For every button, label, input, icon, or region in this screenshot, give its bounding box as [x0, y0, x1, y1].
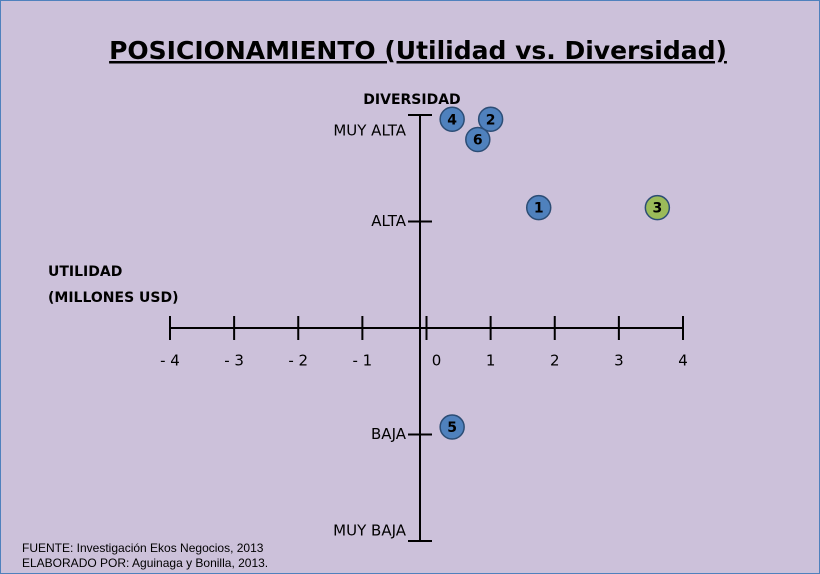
- x-tick-label: 0: [432, 352, 442, 370]
- y-tick-label: MUY ALTA: [333, 122, 406, 140]
- x-tick-label: - 1: [353, 352, 373, 370]
- x-tick-label: - 3: [224, 352, 244, 370]
- footnote: ELABORADO POR: Aguinaga y Bonilla, 2013.: [22, 556, 268, 570]
- x-tick-label: - 2: [288, 352, 308, 370]
- x-tick-label: 3: [614, 352, 624, 370]
- point: [439, 106, 465, 133]
- x-tick-label: 1: [486, 352, 496, 370]
- point-label: 2: [486, 112, 496, 128]
- point-label: 6: [473, 132, 483, 148]
- chart-title: POSICIONAMIENTO (Utilidad vs. Diversidad…: [109, 36, 727, 65]
- y-tick-label: BAJA: [371, 425, 407, 443]
- x-tick-label: - 4: [160, 352, 180, 370]
- point-label: 4: [447, 112, 457, 128]
- x-tick-label: 2: [550, 352, 560, 370]
- x-axis-title: (MILLONES USD): [48, 290, 179, 306]
- point: [644, 194, 671, 221]
- point-label: 5: [447, 420, 457, 436]
- point: [477, 106, 504, 133]
- y-axis-title: DIVERSIDAD: [363, 92, 460, 108]
- x-tick-label: 4: [678, 352, 688, 370]
- point-label: 3: [652, 201, 662, 217]
- y-tick-label: ALTA: [371, 212, 407, 230]
- point: [525, 194, 552, 221]
- point: [465, 126, 491, 153]
- point-label: 1: [534, 201, 544, 217]
- y-tick-label: MUY BAJA: [333, 522, 407, 540]
- footnote: FUENTE: Investigación Ekos Negocios, 201…: [22, 541, 264, 555]
- x-axis-title: UTILIDAD: [48, 264, 122, 280]
- point: [439, 414, 465, 440]
